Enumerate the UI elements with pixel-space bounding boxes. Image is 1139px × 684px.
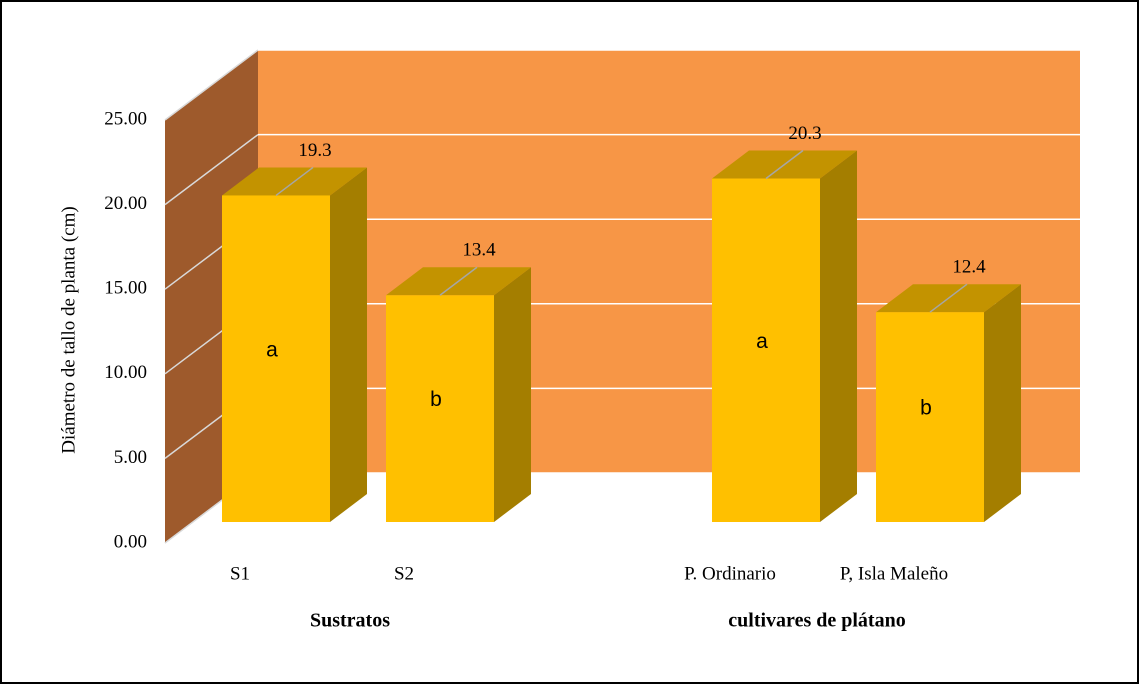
label-leader: [765, 149, 804, 180]
significance-letter: a: [756, 330, 768, 353]
value-label: 19.3: [298, 140, 331, 161]
x-tick-label: S2: [394, 563, 414, 584]
value-label: 13.4: [462, 240, 496, 261]
group-label: Sustratos: [310, 610, 390, 632]
label-leader: [439, 266, 478, 296]
significance-letter: a: [266, 338, 278, 361]
y-tick-label: 20.00: [104, 193, 147, 214]
bar: [876, 312, 984, 522]
y-tick-label: 5.00: [114, 447, 147, 468]
grid-line: [164, 49, 259, 121]
bar-side: [330, 167, 367, 522]
bar-side: [494, 267, 531, 522]
bar: [386, 295, 494, 522]
y-tick-label: 15.00: [104, 278, 147, 299]
x-tick-label: S1: [230, 563, 250, 584]
y-tick-label: 0.00: [114, 531, 147, 552]
grid-line: [164, 134, 259, 206]
x-tick-label: P, Isla Maleño: [840, 563, 948, 584]
significance-letter: b: [920, 397, 932, 420]
bar: [712, 178, 820, 523]
value-label: 12.4: [952, 257, 986, 278]
y-axis-title: Diámetro de tallo de planta (cm): [58, 206, 79, 453]
bar-side: [984, 284, 1021, 522]
label-leader: [275, 166, 314, 197]
value-label: 20.3: [788, 123, 821, 144]
y-tick-label: 25.00: [104, 108, 147, 129]
group-label: cultivares de plátano: [728, 610, 905, 632]
bar: [222, 195, 330, 522]
label-leader: [929, 283, 968, 313]
y-tick-label: 10.00: [104, 362, 147, 383]
significance-letter: b: [430, 388, 442, 411]
bar-side: [820, 150, 857, 523]
x-tick-label: P. Ordinario: [684, 563, 776, 584]
